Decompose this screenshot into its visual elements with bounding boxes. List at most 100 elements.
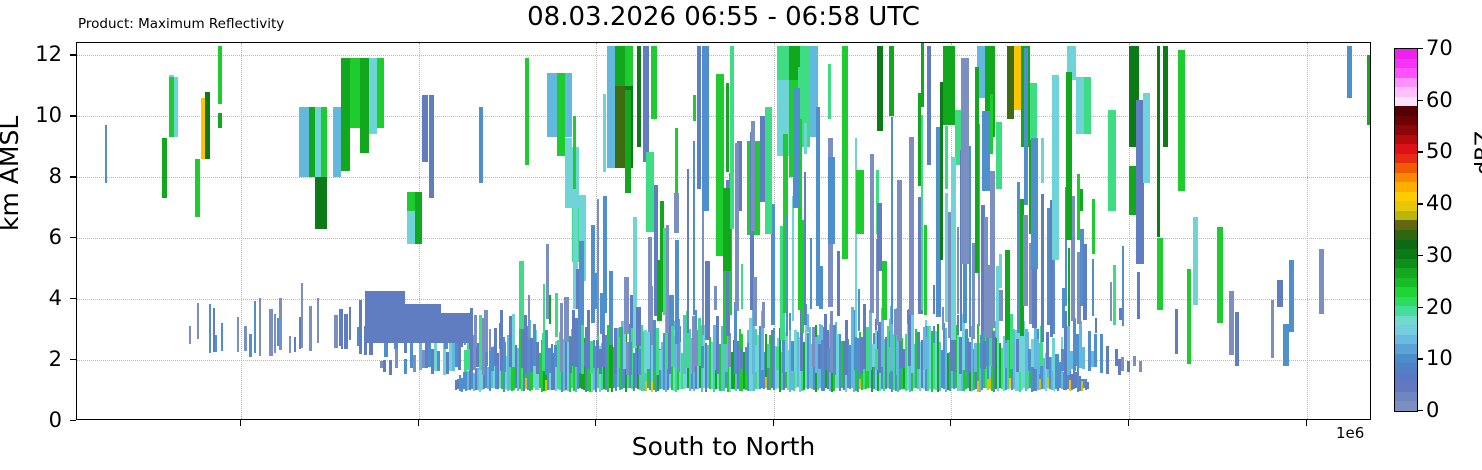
colorbar-segment [1395,134,1417,145]
reflectivity-column-segment [789,46,800,80]
reflectivity-column-segment [651,380,653,392]
reflectivity-column-segment [971,325,973,391]
reflectivity-column-segment [643,46,649,162]
reflectivity-column-segment [497,352,499,389]
reflectivity-column-segment [663,227,666,315]
reflectivity-column-segment [686,311,689,369]
reflectivity-column-segment [546,243,549,320]
reflectivity-column-segment [1121,357,1124,372]
reflectivity-column-segment [681,353,683,390]
reflectivity-column-segment [517,348,519,392]
reflectivity-column-segment [499,323,503,350]
reflectivity-column-segment [816,106,820,306]
reflectivity-column-segment [1080,189,1083,212]
reflectivity-column-segment [769,334,771,391]
reflectivity-column-segment [679,326,681,342]
colorbar-segment [1395,381,1417,392]
colorbar-tick [1417,99,1423,102]
reflectivity-column-segment [1047,377,1049,388]
reflectivity-column-segment [789,330,791,392]
reflectivity-column-segment [299,317,301,350]
reflectivity-column-segment [249,334,252,357]
reflectivity-column-segment [937,324,939,392]
reflectivity-column-segment [897,179,902,341]
reflectivity-column-segment [1143,92,1150,184]
reflectivity-column-segment [845,320,848,376]
reflectivity-column-segment [885,336,887,390]
colorbar-segment [1395,76,1417,88]
reflectivity-column-segment [921,340,923,388]
reflectivity-column-segment [621,327,623,389]
reflectivity-column-segment [1129,46,1139,147]
reflectivity-column-segment [697,46,701,190]
reflectivity-column-segment [609,271,613,345]
y-axis-tick [70,54,76,56]
colorbar-tick-label: 20 [1426,294,1453,319]
reflectivity-column-segment [169,76,174,138]
reflectivity-column-segment [507,355,509,392]
reflectivity-column-segment [760,116,765,202]
reflectivity-column-segment [519,260,524,329]
reflectivity-column-segment [807,313,809,333]
colorbar-segment [1395,400,1417,411]
reflectivity-column-segment [467,370,469,391]
reflectivity-column-segment [805,304,807,325]
reflectivity-column-segment [425,333,428,368]
reflectivity-column-segment [741,263,743,310]
reflectivity-column-segment [519,324,521,390]
colorbar-segment [1395,49,1417,59]
y-axis-tick-label: 8 [48,164,62,189]
reflectivity-column-segment [536,341,539,374]
reflectivity-column-segment [1163,46,1168,147]
colorbar-segment [1395,124,1417,135]
reflectivity-column-segment [939,341,941,391]
y-axis-tick [70,359,76,361]
colorbar-label: dBZ [1472,130,1482,175]
reflectivity-column-segment [1037,329,1039,339]
reflectivity-column-segment [857,338,859,392]
reflectivity-column-segment [987,264,992,338]
colorbar-tick-label: 50 [1426,139,1453,164]
reflectivity-column-segment [1037,342,1040,374]
reflectivity-column-segment [762,301,765,329]
reflectivity-column-segment [369,58,377,135]
reflectivity-column-segment [657,259,662,321]
reflectivity-column-segment [926,337,929,370]
colorbar-segment [1395,362,1417,373]
reflectivity-column-segment [882,261,887,320]
reflectivity-column-segment [637,46,641,147]
reflectivity-column-segment [849,344,851,390]
reflectivity-column-segment [992,330,995,368]
reflectivity-column-segment [317,297,319,343]
colorbar-segment [1395,219,1417,230]
reflectivity-column-segment [878,322,881,373]
reflectivity-column-segment [551,343,553,391]
reflectivity-column-segment [553,353,555,390]
reflectivity-column-segment [1319,248,1324,314]
reflectivity-column-segment [985,46,995,138]
reflectivity-column-segment [959,336,962,375]
colorbar-segment [1395,267,1417,278]
reflectivity-column-segment [1175,309,1178,354]
reflectivity-column-segment [602,333,605,367]
reflectivity-column-segment [575,317,578,367]
reflectivity-column-segment [587,309,590,369]
reflectivity-column-segment [1061,349,1064,371]
reflectivity-column-segment [443,325,446,376]
reflectivity-column-segment [919,342,921,392]
reflectivity-column-segment [1077,372,1079,392]
reflectivity-column-segment [721,326,723,391]
reflectivity-column-segment [431,348,434,374]
reflectivity-column-segment [1065,367,1067,391]
colorbar-segment [1395,248,1417,259]
reflectivity-column-segment [365,290,405,344]
reflectivity-column-segment [948,211,952,338]
reflectivity-column-segment [428,339,431,367]
reflectivity-column-segment [1046,332,1049,369]
reflectivity-column-segment [495,350,497,389]
reflectivity-column-segment [763,352,765,389]
reflectivity-column-segment [1081,380,1083,392]
reflectivity-column-segment [197,302,199,340]
reflectivity-column-segment [630,294,634,329]
